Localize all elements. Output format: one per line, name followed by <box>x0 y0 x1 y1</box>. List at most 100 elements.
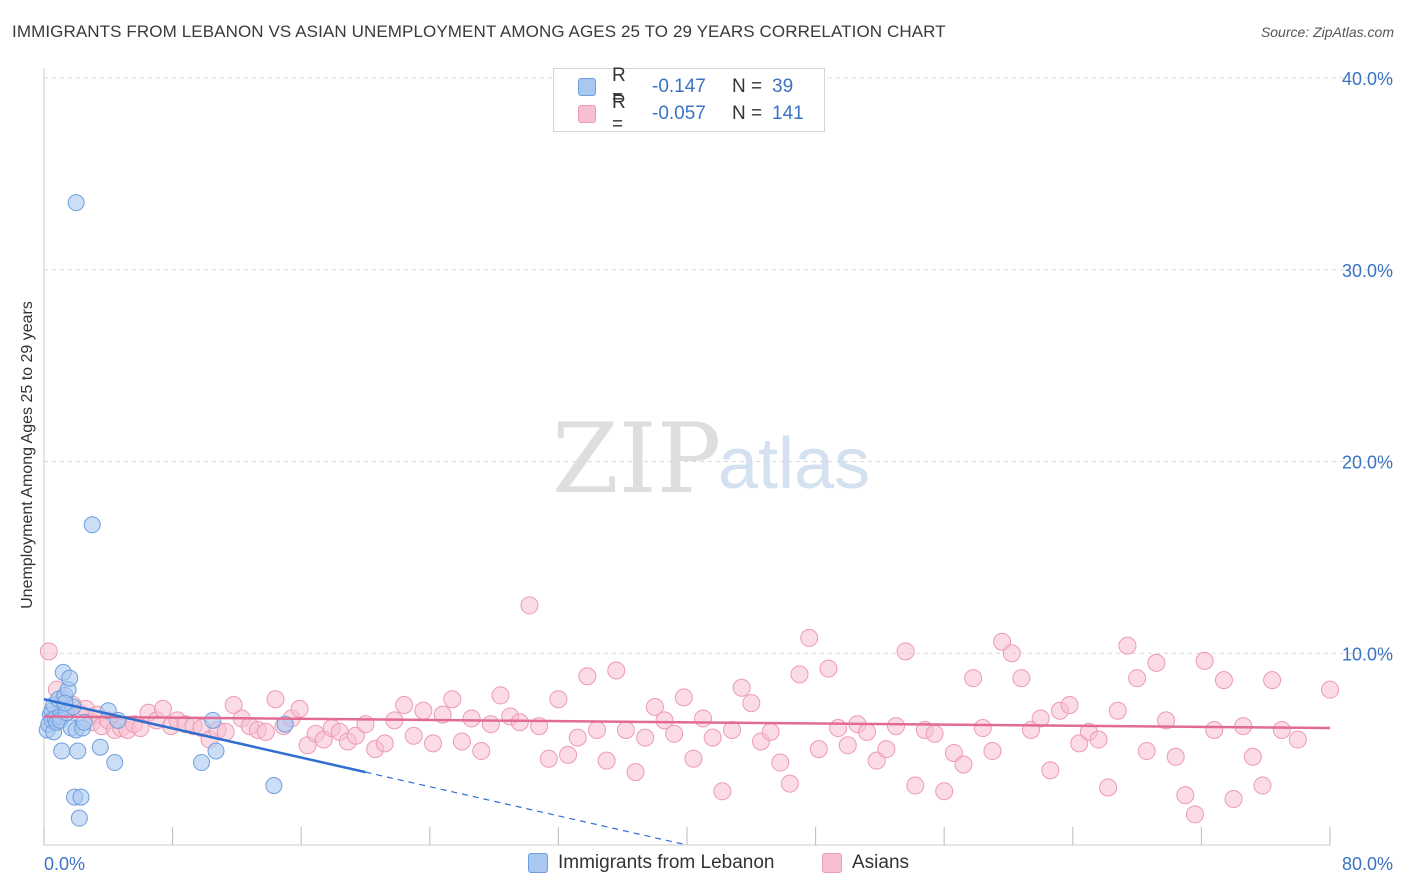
bottom-legend-asians: Asians <box>822 852 909 874</box>
asians-point <box>578 667 597 686</box>
asians-point <box>771 753 790 772</box>
asians-point <box>424 734 443 753</box>
asians-point <box>1060 696 1079 715</box>
asians-point <box>973 719 992 738</box>
asians-point <box>549 690 568 709</box>
asians-point <box>256 722 275 741</box>
asians-point <box>944 743 963 762</box>
asians-series <box>39 596 1339 824</box>
asians-point <box>867 751 886 770</box>
asians-point <box>587 720 606 739</box>
asians-point <box>1205 720 1224 739</box>
asians-point <box>1108 701 1127 720</box>
lebanon-point <box>67 194 85 212</box>
asians-point <box>636 728 655 747</box>
asians-point <box>761 722 780 741</box>
asians-point <box>539 749 558 768</box>
lebanon-point <box>204 711 222 729</box>
asians-point <box>346 726 365 745</box>
asians-point <box>452 732 471 751</box>
asians-point <box>1012 669 1031 688</box>
asians-point <box>703 728 722 747</box>
asians-point <box>404 726 423 745</box>
lebanon-point <box>106 754 124 772</box>
asians-point <box>964 669 983 688</box>
asians-point <box>1176 786 1195 805</box>
bottom-legend-swatch-asians <box>822 853 842 873</box>
asians-point <box>1253 776 1272 795</box>
asians-point <box>1157 711 1176 730</box>
lebanon-trend-line <box>43 698 366 774</box>
asians-point <box>1214 671 1233 690</box>
watermark: ZIP atlas <box>552 403 870 515</box>
lebanon-point <box>265 777 283 795</box>
lebanon-point <box>207 742 225 760</box>
x-tick-label-min: 0.0% <box>44 854 85 874</box>
asians-point <box>616 720 635 739</box>
asians-point <box>1243 747 1262 766</box>
lebanon-point <box>72 788 90 806</box>
lebanon-point <box>276 715 294 733</box>
legend-r-value-lebanon: -0.147 <box>652 76 706 97</box>
correlation-legend: R = -0.147 N = 39 R = -0.057 N = 141 <box>553 65 825 135</box>
lebanon-point <box>193 754 211 772</box>
asians-point <box>742 694 761 713</box>
asians-point <box>375 734 394 753</box>
asians-point <box>1321 680 1339 699</box>
lebanon-point <box>69 742 87 760</box>
asians-point <box>674 688 693 707</box>
asians-point <box>1288 730 1307 749</box>
asians-point <box>395 696 414 715</box>
legend-r-label: R = <box>612 65 626 108</box>
asians-point <box>153 699 172 718</box>
asians-point <box>732 678 751 697</box>
watermark-atlas: atlas <box>718 424 870 504</box>
trend-lines <box>43 698 1331 846</box>
asians-point <box>1002 644 1021 663</box>
asians-point <box>694 709 713 728</box>
asians-point <box>723 720 742 739</box>
legend-n-label: N = <box>732 103 763 124</box>
asians-point <box>684 749 703 768</box>
lebanon-point <box>75 713 93 731</box>
asians-point <box>481 715 500 734</box>
asians-point <box>1041 761 1060 780</box>
asians-point <box>1166 747 1185 766</box>
lebanon-point <box>83 516 101 534</box>
lebanon-trend-extension <box>365 771 688 846</box>
asians-point <box>597 751 616 770</box>
asians-point <box>462 709 481 728</box>
asians-point <box>290 699 309 718</box>
lebanon-point <box>91 738 109 756</box>
asians-point <box>665 724 684 743</box>
asians-point <box>1099 778 1118 797</box>
y-tick-label: 20.0% <box>1342 453 1393 473</box>
asians-point <box>39 642 58 661</box>
asians-point <box>224 696 243 715</box>
asians-point <box>800 628 819 647</box>
asians-point <box>645 697 664 716</box>
asians-point <box>626 763 645 782</box>
asians-point <box>993 632 1012 651</box>
bottom-legend-label-lebanon: Immigrants from Lebanon <box>558 852 775 873</box>
asians-point <box>1089 730 1108 749</box>
asians-point <box>829 719 848 738</box>
y-tick-label: 10.0% <box>1342 644 1393 664</box>
lebanon-point <box>70 809 88 827</box>
asians-point <box>896 642 915 661</box>
asians-point <box>1031 709 1050 728</box>
asians-point <box>925 724 944 743</box>
asians-point <box>886 717 905 736</box>
asians-point <box>809 740 828 759</box>
asians-point <box>559 745 578 764</box>
tick-labels: 10.0% 20.0% 30.0% 40.0% 0.0% 80.0% <box>44 69 1393 874</box>
asians-point <box>1070 734 1089 753</box>
asians-point <box>1185 805 1204 824</box>
asians-point <box>858 722 877 741</box>
asians-point <box>713 782 732 801</box>
source-label: Source: ZipAtlas.com <box>1260 24 1394 40</box>
asians-point <box>906 776 925 795</box>
asians-point <box>1137 742 1156 761</box>
y-tick-label: 40.0% <box>1342 69 1393 89</box>
asians-point <box>520 596 539 615</box>
